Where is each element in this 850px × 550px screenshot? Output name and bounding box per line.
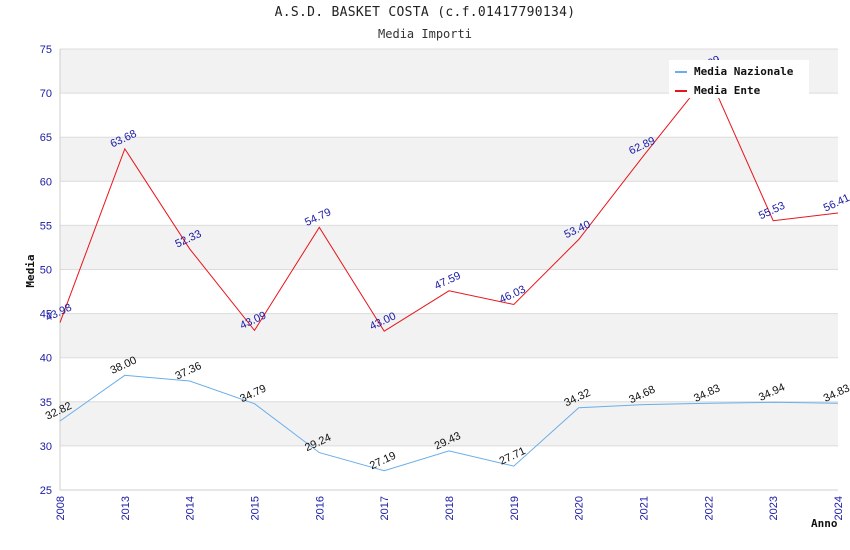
y-tick-label: 50 (40, 265, 52, 277)
series-line-media-nazionale (59, 374, 839, 472)
y-tick-label: 65 (40, 132, 52, 144)
grid-lines (59, 48, 838, 491)
y-tick-label: 55 (40, 220, 52, 232)
legend-box (669, 60, 809, 98)
x-tick-label: 2021 (639, 496, 651, 520)
grid-band (60, 445, 838, 490)
grid-band (60, 93, 838, 138)
grid-band (60, 137, 838, 182)
y-tick-label: 30 (40, 441, 52, 453)
legend-label-nazionale: Media Nazionale (694, 65, 794, 78)
grid-band (60, 225, 838, 270)
chart-title: A.S.D. BASKET COSTA (c.f.01417790134) (274, 5, 576, 20)
y-tick-label: 70 (40, 88, 52, 100)
legend-label-ente: Media Ente (694, 84, 761, 97)
grid-band (60, 401, 838, 446)
x-tick-label: 2014 (185, 496, 197, 520)
x-tick-label: 2016 (314, 496, 326, 520)
x-tick-label: 2008 (55, 496, 67, 520)
grid-bands (60, 49, 838, 490)
x-tick-label: 2017 (379, 496, 391, 520)
x-tick-label: 2018 (444, 496, 456, 520)
y-axis-ticks: 25 30 35 40 45 50 55 60 65 70 75 (40, 44, 52, 497)
x-tick-label: 2023 (768, 496, 780, 520)
y-tick-label: 40 (40, 353, 52, 365)
x-tick-label: 2019 (509, 496, 521, 520)
x-tick-label: 2020 (574, 496, 586, 520)
grid-band (60, 181, 838, 226)
y-axis-title: Media (24, 254, 37, 287)
x-axis-ticks: 2008 2013 2014 2015 2016 2017 2018 2019 2020 2021… (55, 496, 845, 520)
y-tick-label: 45 (40, 309, 52, 321)
x-axis-title: Anno (811, 517, 838, 530)
grid-band (60, 357, 838, 402)
y-tick-label: 35 (40, 397, 52, 409)
y-tick-label: 25 (40, 485, 52, 497)
grid-band (60, 313, 838, 358)
x-tick-label: 2013 (120, 496, 132, 520)
x-tick-label: 2024 (833, 496, 845, 520)
legend: Media Nazionale Media Ente (669, 60, 809, 98)
y-tick-label: 75 (40, 44, 52, 56)
y-tick-label: 60 (40, 176, 52, 188)
grid-band (60, 269, 838, 314)
x-tick-label: 2015 (250, 496, 262, 520)
chart-subtitle: Media Importi (378, 27, 472, 41)
x-tick-label: 2022 (703, 496, 715, 520)
